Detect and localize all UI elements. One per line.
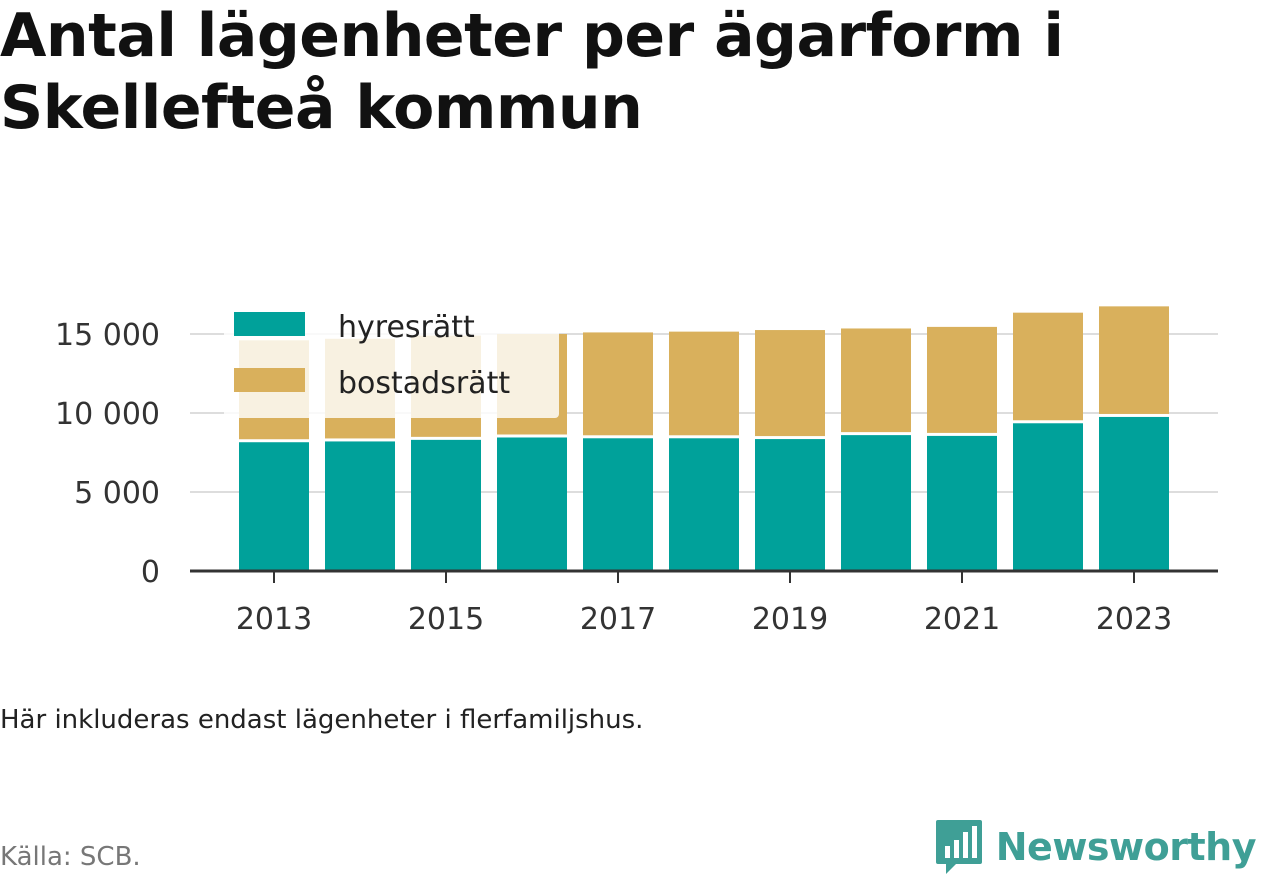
bar-hyresratt: [325, 441, 395, 571]
x-tick-label: 2017: [580, 602, 656, 637]
y-tick-label: 15 000: [55, 318, 160, 353]
bar-hyresratt: [1013, 423, 1083, 571]
x-tick-label: 2015: [408, 602, 484, 637]
bar-bostadsratt: [1099, 306, 1169, 414]
x-tick-label: 2013: [236, 602, 312, 637]
legend-swatch-hyresratt: [234, 312, 305, 336]
bar-hyresratt: [411, 439, 481, 571]
bar-bostadsratt: [583, 332, 653, 436]
chart-title: Antal lägenheter per ägarform i Skelleft…: [0, 1, 1064, 143]
y-tick-label: 5 000: [74, 476, 160, 511]
chart-note: Här inkluderas endast lägenheter i flerf…: [0, 705, 644, 735]
bar-hyresratt: [583, 438, 653, 571]
bar-hyresratt: [927, 435, 997, 571]
bar-hyresratt: [755, 439, 825, 571]
bar-bostadsratt: [1013, 312, 1083, 421]
bar-bostadsratt: [927, 326, 997, 433]
legend-swatch-bostadsratt: [234, 368, 305, 392]
source-text: Källa: SCB.: [0, 842, 141, 872]
bar-hyresratt: [497, 437, 567, 571]
bar-hyresratt: [239, 442, 309, 571]
x-tick-label: 2021: [924, 602, 1000, 637]
bar-bostadsratt: [755, 330, 825, 437]
stacked-bar-chart: 0 5 000 10 000 15 000 2013 2015 2017 2019 2021 20…: [55, 294, 1218, 637]
legend-box: [224, 294, 559, 418]
bar-bostadsratt: [841, 328, 911, 433]
bar-hyresratt: [841, 435, 911, 571]
y-tick-label: 10 000: [55, 397, 160, 432]
legend: hyresrätt bostadsrätt: [224, 294, 559, 418]
x-tick-label: 2023: [1096, 602, 1172, 637]
newsworthy-logo-icon: [935, 820, 982, 874]
legend-label-hyresratt: hyresrätt: [338, 310, 475, 345]
bar-hyresratt: [669, 438, 739, 571]
bar-hyresratt: [1099, 416, 1169, 571]
x-tick-label: 2019: [752, 602, 828, 637]
y-tick-label: 0: [141, 555, 160, 590]
brand-name: Newsworthy: [995, 825, 1257, 869]
bar-bostadsratt: [669, 331, 739, 436]
legend-label-bostadsratt: bostadsrätt: [338, 366, 510, 401]
brand-logo: Newsworthy: [934, 818, 1257, 876]
axes: 0 5 000 10 000 15 000 2013 2015 2017 2019 2021 20…: [55, 318, 1218, 637]
